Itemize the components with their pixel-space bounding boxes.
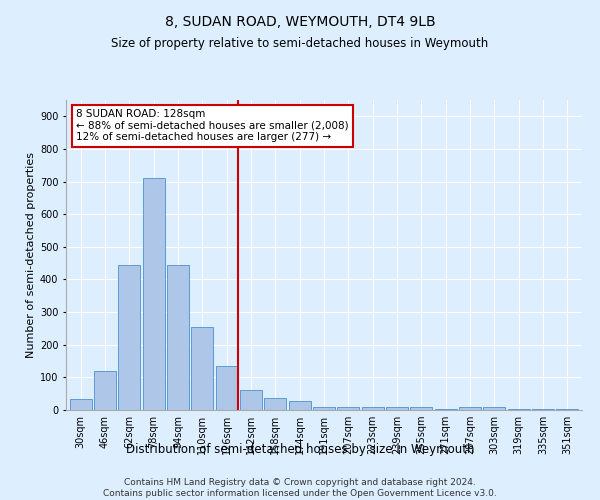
Bar: [240, 390, 262, 410]
Bar: [386, 408, 408, 410]
Bar: [94, 372, 116, 410]
Y-axis label: Number of semi-detached properties: Number of semi-detached properties: [26, 152, 35, 358]
Bar: [143, 178, 164, 410]
Bar: [118, 265, 140, 410]
Bar: [362, 408, 383, 410]
Bar: [313, 406, 335, 410]
Bar: [167, 265, 189, 410]
Text: 8 SUDAN ROAD: 128sqm
← 88% of semi-detached houses are smaller (2,008)
12% of se: 8 SUDAN ROAD: 128sqm ← 88% of semi-detac…: [76, 110, 349, 142]
Bar: [289, 401, 311, 410]
Bar: [484, 406, 505, 410]
Bar: [337, 408, 359, 410]
Bar: [410, 406, 433, 410]
Text: Size of property relative to semi-detached houses in Weymouth: Size of property relative to semi-detach…: [112, 38, 488, 51]
Bar: [459, 408, 481, 410]
Text: Distribution of semi-detached houses by size in Weymouth: Distribution of semi-detached houses by …: [126, 442, 474, 456]
Bar: [215, 366, 238, 410]
Bar: [265, 398, 286, 410]
Text: Contains HM Land Registry data © Crown copyright and database right 2024.
Contai: Contains HM Land Registry data © Crown c…: [103, 478, 497, 498]
Bar: [191, 327, 213, 410]
Bar: [70, 398, 92, 410]
Text: 8, SUDAN ROAD, WEYMOUTH, DT4 9LB: 8, SUDAN ROAD, WEYMOUTH, DT4 9LB: [164, 15, 436, 29]
